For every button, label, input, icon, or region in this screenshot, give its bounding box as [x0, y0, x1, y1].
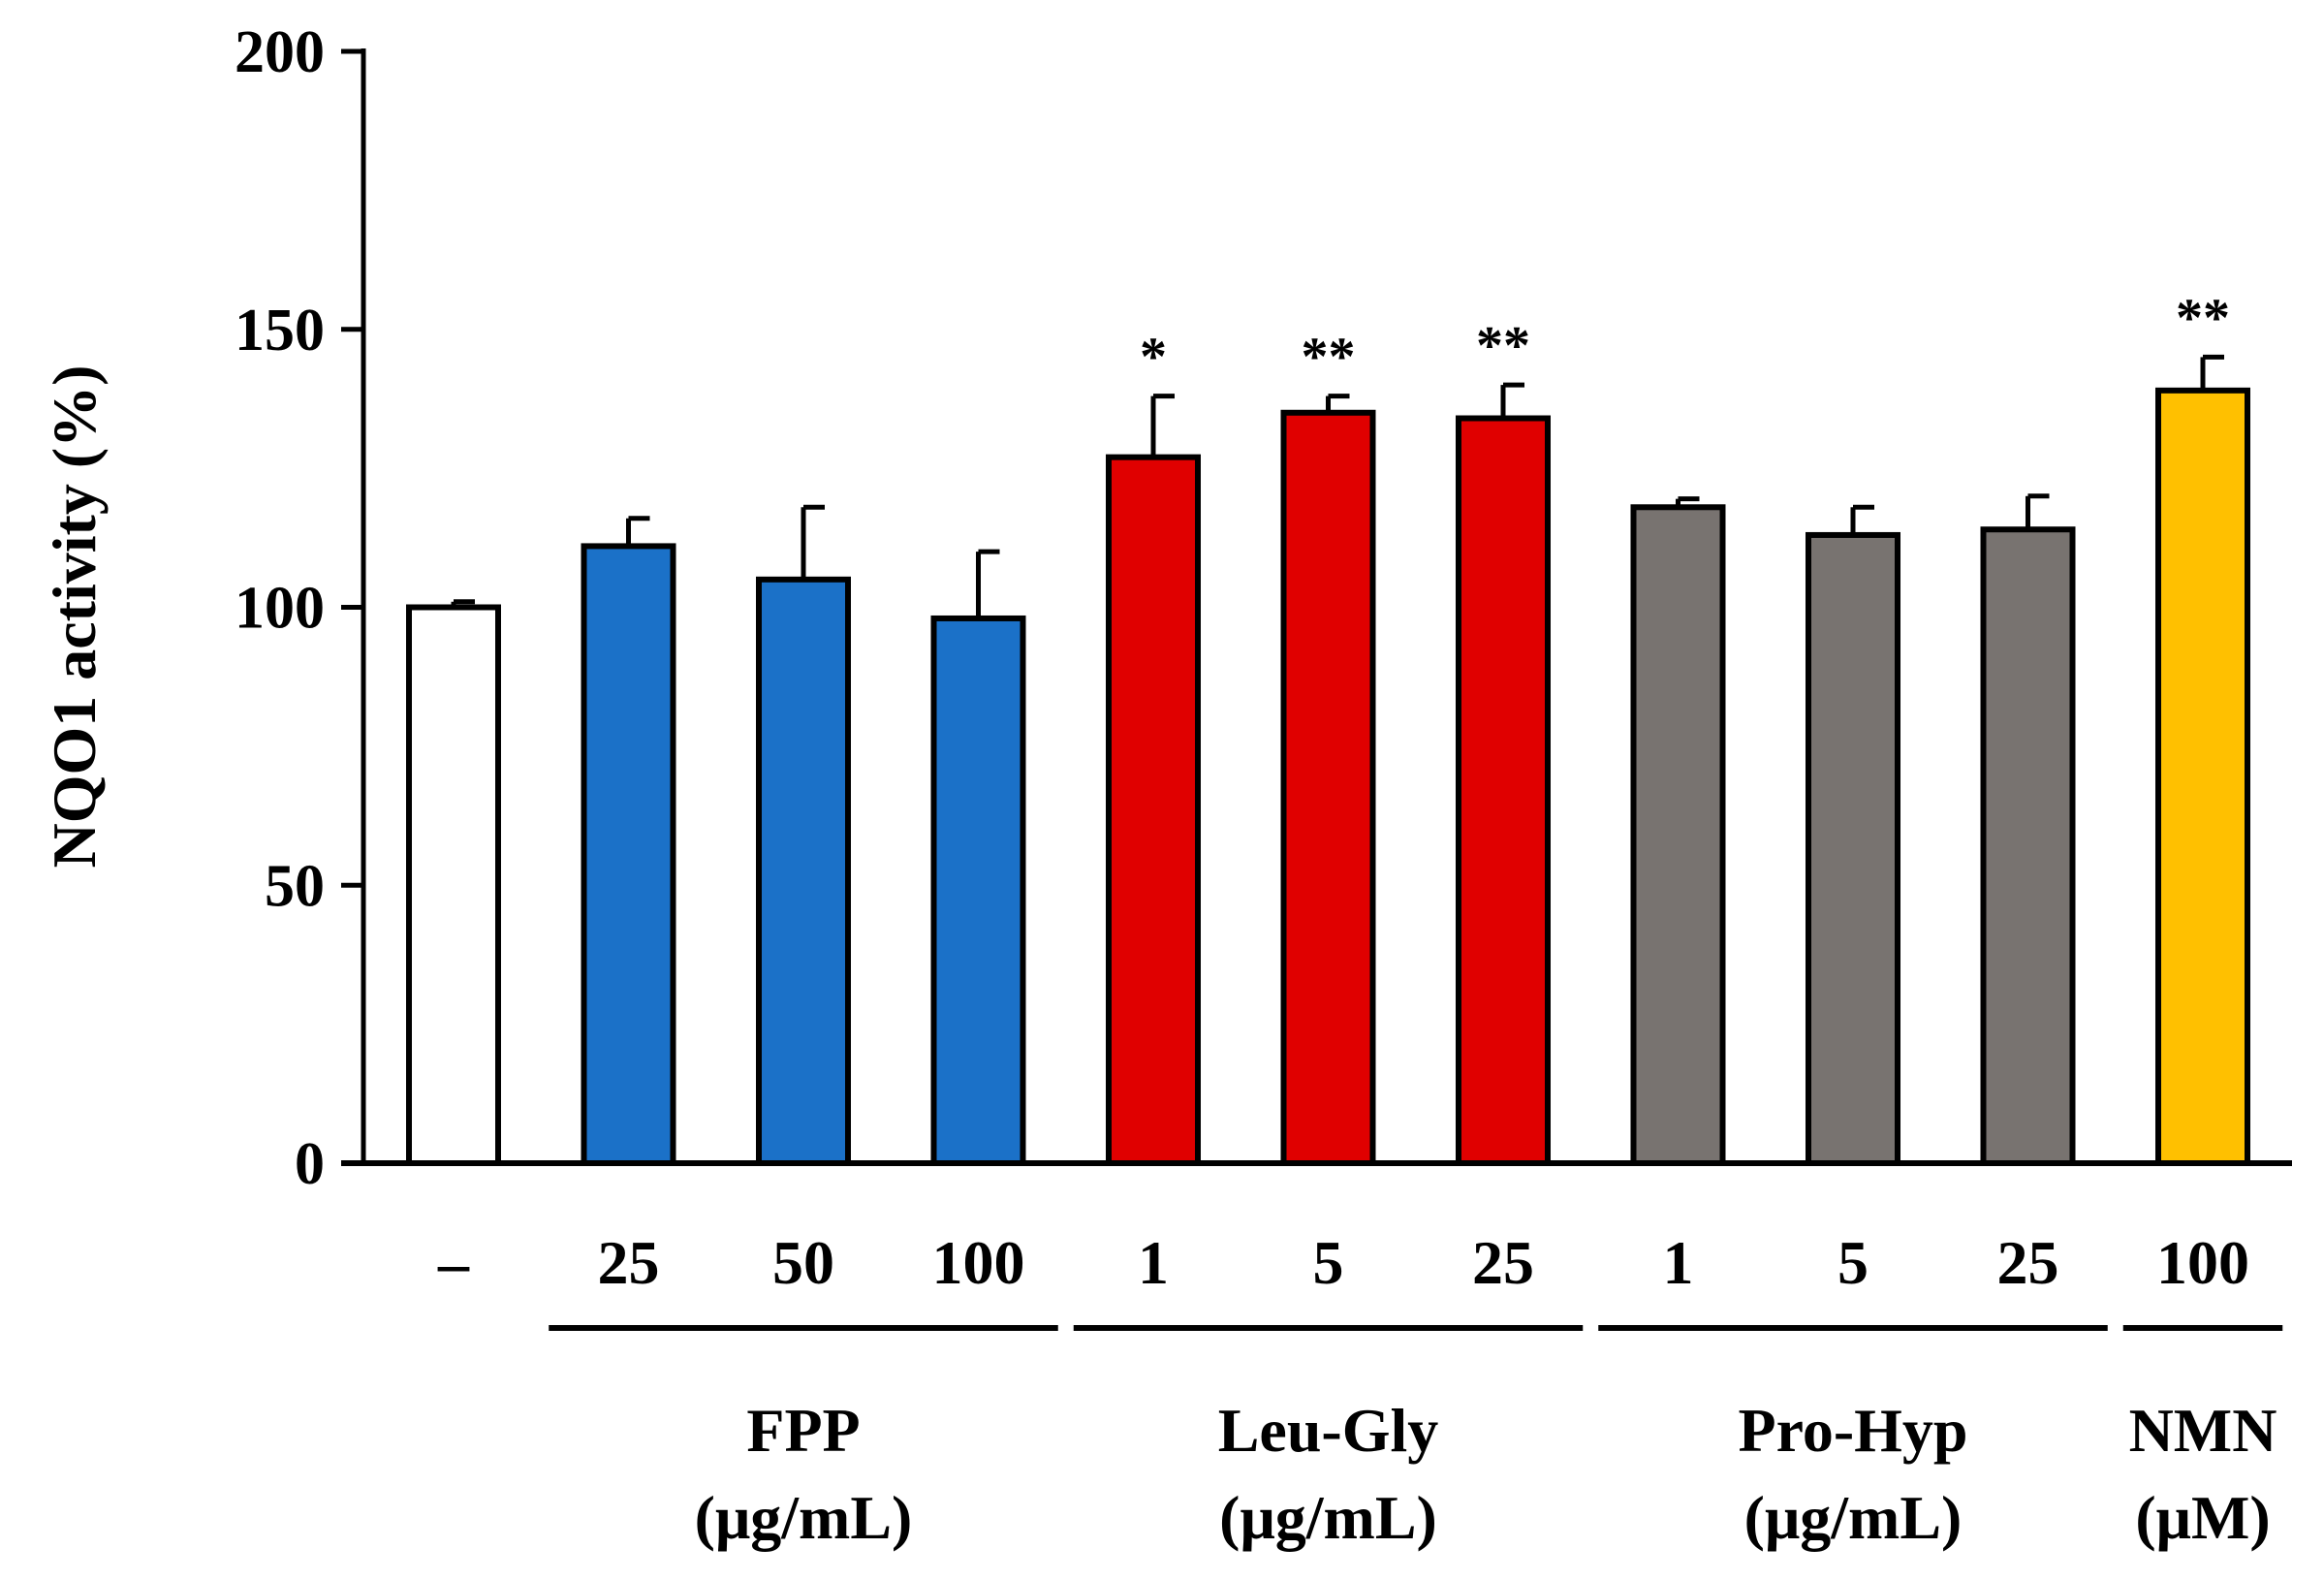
category-label: 1	[1138, 1228, 1169, 1297]
category-label: 50	[772, 1228, 834, 1297]
bar	[1280, 409, 1376, 1166]
category-label: –	[437, 1228, 470, 1297]
bar	[1980, 526, 2076, 1166]
y-tick-label: 150	[235, 298, 325, 363]
group-unit: (μg/mL)	[1744, 1483, 1963, 1552]
group-name: NMN	[2129, 1396, 2277, 1465]
category-label: 25	[598, 1228, 660, 1297]
y-tick-label: 100	[235, 576, 325, 642]
y-tick-label: 200	[235, 19, 325, 85]
x-axis-labels: – 25 50 100 1 5 25 1 5 25 100	[437, 1228, 2249, 1297]
bar	[1106, 454, 1201, 1166]
group-unit: (μM)	[2135, 1483, 2270, 1552]
bar	[1630, 504, 1726, 1166]
group-unit: (μg/mL)	[695, 1483, 913, 1552]
category-label: 25	[1472, 1228, 1534, 1297]
category-label: 100	[932, 1228, 1025, 1297]
category-label: 1	[1663, 1228, 1694, 1297]
category-label: 5	[1837, 1228, 1869, 1297]
group-name: FPP	[746, 1396, 860, 1465]
category-label: 5	[1313, 1228, 1344, 1297]
significance-marker: **	[2176, 288, 2230, 348]
category-label: 25	[1997, 1228, 2059, 1297]
group-labels: FPP (μg/mL) Leu-Gly (μg/mL) Pro-Hyp (μg/mL) NM…	[549, 1325, 2283, 1552]
significance-marker: **	[1476, 316, 1530, 376]
bar	[406, 604, 501, 1166]
group-name: Pro-Hyp	[1738, 1396, 1967, 1465]
bar	[1806, 531, 1900, 1166]
group-unit: (μg/mL)	[1219, 1483, 1437, 1552]
bar	[581, 543, 676, 1166]
significance-marker: **	[1302, 328, 1356, 388]
y-tick-label: 0	[295, 1131, 325, 1197]
category-label: 100	[2156, 1228, 2249, 1297]
bar	[930, 615, 1026, 1166]
y-tick-label: 50	[265, 853, 325, 919]
bar	[1456, 415, 1551, 1166]
bars: * ** ** **	[406, 288, 2250, 1166]
y-axis-title: NQO1 activity (%)	[40, 365, 109, 869]
bar	[756, 576, 851, 1166]
group-name: Leu-Gly	[1218, 1396, 1439, 1465]
bar	[2155, 387, 2250, 1166]
significance-marker: *	[1140, 328, 1167, 388]
